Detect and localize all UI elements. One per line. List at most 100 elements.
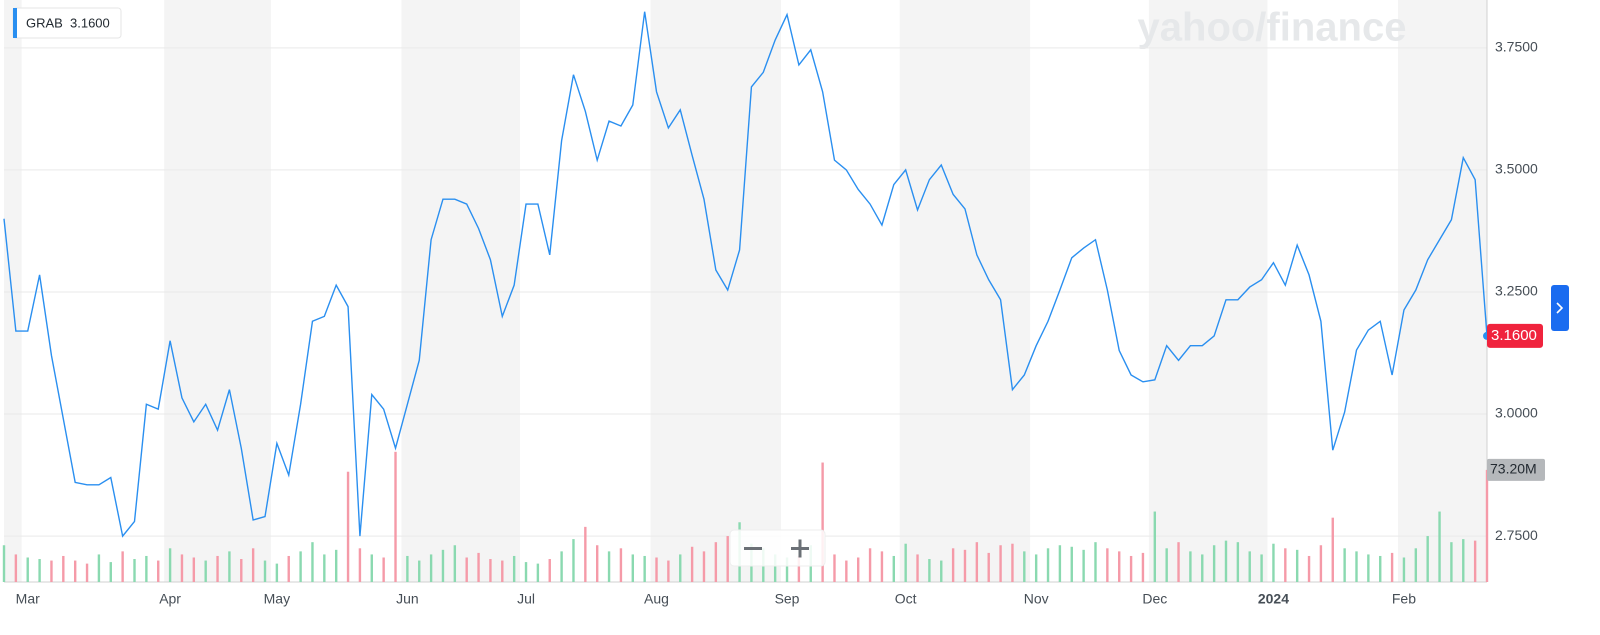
volume-bar bbox=[1307, 555, 1311, 582]
volume-bar bbox=[418, 560, 421, 582]
price-badge-label: 3.1600 bbox=[1491, 327, 1537, 344]
volume-bar bbox=[1118, 551, 1121, 582]
volume-bar bbox=[38, 559, 41, 582]
zoom-out[interactable] bbox=[744, 547, 762, 550]
volume-bar bbox=[85, 563, 89, 582]
x-tick-label: Oct bbox=[895, 591, 917, 607]
month-band bbox=[164, 0, 271, 582]
volume-bar bbox=[690, 546, 694, 582]
volume-bar bbox=[109, 562, 112, 582]
volume-bar bbox=[1450, 542, 1453, 582]
volume-bar bbox=[785, 557, 789, 582]
volume-bar bbox=[441, 549, 445, 582]
x-tick-label: May bbox=[264, 591, 290, 607]
volume-bar bbox=[845, 560, 848, 582]
volume-bar bbox=[1331, 517, 1334, 582]
volume-bar bbox=[157, 560, 160, 582]
volume-bar bbox=[50, 560, 53, 582]
volume-bar bbox=[73, 560, 77, 582]
volume-bar bbox=[394, 451, 397, 582]
month-band bbox=[650, 0, 782, 582]
x-tick-label: Jun bbox=[396, 591, 419, 607]
volume-bar bbox=[370, 554, 373, 582]
y-tick-label: 3.7500 bbox=[1495, 39, 1538, 55]
volume-bar bbox=[1462, 539, 1465, 582]
volume-bar bbox=[1046, 548, 1050, 582]
month-band bbox=[21, 0, 165, 582]
volume-bar bbox=[1153, 511, 1157, 582]
volume-bar bbox=[275, 563, 279, 582]
x-tick-label: Aug bbox=[644, 591, 669, 607]
volume-bar bbox=[904, 543, 907, 582]
side-tab[interactable] bbox=[1551, 285, 1569, 331]
legend-swatch bbox=[13, 8, 17, 38]
volume-bar bbox=[655, 557, 658, 582]
volume-bar bbox=[1402, 557, 1406, 582]
volume-bar bbox=[584, 526, 587, 582]
month-band bbox=[4, 0, 22, 582]
volume-bar bbox=[857, 557, 860, 582]
volume-bar bbox=[501, 560, 504, 582]
month-band bbox=[1148, 0, 1268, 582]
y-tick-label: 2.7500 bbox=[1495, 527, 1538, 543]
volume-bar bbox=[667, 560, 670, 582]
x-tick-label: Feb bbox=[1392, 591, 1416, 607]
volume-bar bbox=[26, 557, 29, 582]
volume-bar bbox=[323, 554, 326, 582]
volume-bar bbox=[572, 539, 575, 582]
volume-bar bbox=[453, 545, 457, 582]
volume-bar bbox=[1189, 551, 1192, 582]
x-tick-label: Sep bbox=[775, 591, 800, 607]
volume-bar bbox=[216, 555, 219, 582]
volume-bar bbox=[1284, 548, 1287, 582]
volume-bar bbox=[62, 555, 65, 582]
volume-bar bbox=[1034, 554, 1038, 582]
zoom-in-v[interactable] bbox=[798, 539, 802, 558]
volume-bar bbox=[512, 555, 516, 582]
x-tick-label: Nov bbox=[1024, 591, 1049, 607]
volume-bar bbox=[204, 560, 207, 582]
volume-bar bbox=[228, 551, 231, 582]
volume-bar bbox=[773, 554, 777, 582]
x-tick-label: Mar bbox=[16, 591, 40, 607]
volume-bar bbox=[406, 555, 409, 582]
volume-bar bbox=[1379, 555, 1382, 582]
volume-bar bbox=[1426, 536, 1429, 582]
volume-bar bbox=[382, 557, 385, 582]
volume-bar bbox=[1343, 548, 1346, 582]
volume-bar bbox=[263, 560, 267, 582]
volume-bar bbox=[963, 549, 967, 582]
month-band bbox=[899, 0, 1031, 582]
volume-bar bbox=[1129, 555, 1133, 582]
x-tick-label: Jul bbox=[517, 591, 535, 607]
volume-bar bbox=[1011, 543, 1014, 582]
month-band bbox=[520, 0, 651, 582]
x-tick-label: 2024 bbox=[1258, 591, 1289, 607]
volume-bar bbox=[892, 555, 895, 582]
volume-bar bbox=[643, 555, 646, 582]
volume-bar bbox=[2, 545, 6, 582]
volume-bar bbox=[536, 563, 540, 582]
volume-badge bbox=[1487, 458, 1545, 481]
volume-bar bbox=[1438, 511, 1441, 582]
y-tick-label: 3.0000 bbox=[1495, 405, 1538, 421]
volume-bar bbox=[1082, 549, 1085, 582]
month-band bbox=[781, 0, 900, 582]
x-tick-label: Apr bbox=[159, 591, 181, 607]
volume-bar bbox=[951, 548, 955, 582]
volume-bar bbox=[346, 471, 350, 582]
volume-bar bbox=[121, 551, 124, 582]
legend-symbol: GRAB bbox=[26, 15, 63, 30]
zoom-control bbox=[729, 529, 826, 567]
volume-bar bbox=[726, 536, 729, 582]
volume-bar bbox=[833, 554, 836, 582]
volume-bar bbox=[1355, 551, 1358, 582]
volume-bar bbox=[477, 552, 480, 582]
volume-bar bbox=[714, 542, 718, 582]
volume-bar bbox=[133, 559, 136, 582]
volume-bar bbox=[999, 545, 1002, 582]
volume-bar bbox=[1070, 546, 1073, 582]
volume-bar bbox=[821, 462, 824, 582]
volume-bar bbox=[358, 548, 362, 582]
